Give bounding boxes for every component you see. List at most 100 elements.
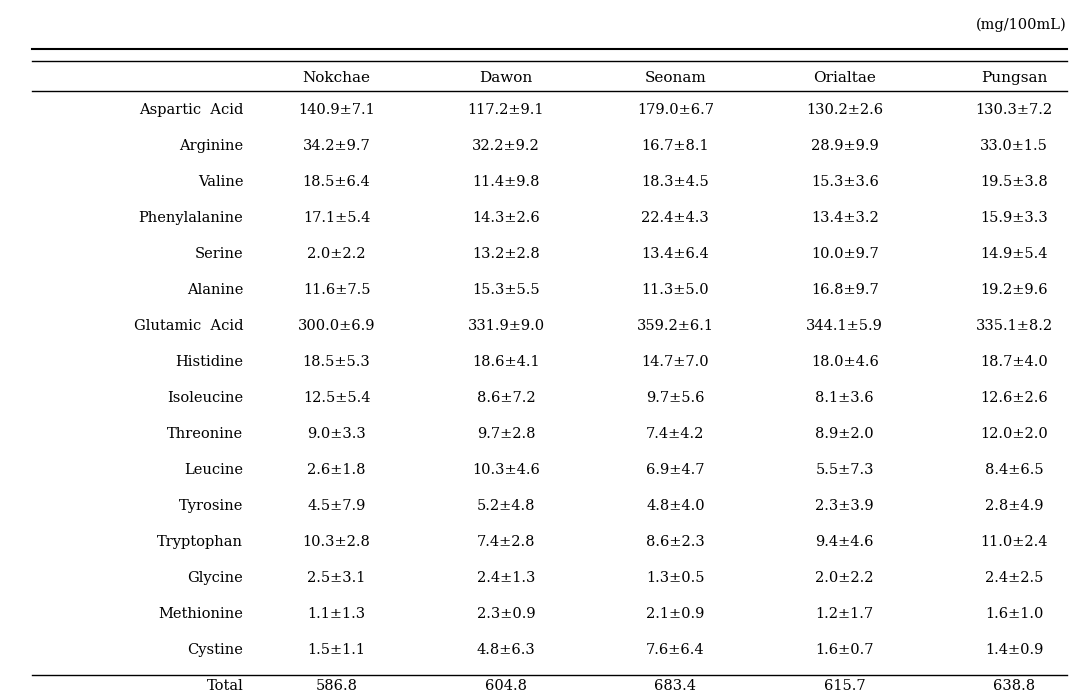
Text: 32.2±9.2: 32.2±9.2 [472,139,540,152]
Text: 15.9±3.3: 15.9±3.3 [980,211,1048,225]
Text: 14.9±5.4: 14.9±5.4 [981,247,1047,261]
Text: Alanine: Alanine [187,283,243,297]
Text: 13.2±2.8: 13.2±2.8 [472,247,540,261]
Text: 22.4±4.3: 22.4±4.3 [641,211,710,225]
Text: 2.6±1.8: 2.6±1.8 [308,463,366,477]
Text: 1.6±0.7: 1.6±0.7 [816,643,874,657]
Text: 117.2±9.1: 117.2±9.1 [467,103,545,116]
Text: 8.1±3.6: 8.1±3.6 [816,391,874,405]
Text: 2.0±2.2: 2.0±2.2 [816,571,874,585]
Text: 18.5±5.3: 18.5±5.3 [302,355,371,369]
Text: Cystine: Cystine [188,643,243,657]
Text: 18.3±4.5: 18.3±4.5 [641,175,710,188]
Text: 15.3±5.5: 15.3±5.5 [472,283,540,297]
Text: 2.3±0.9: 2.3±0.9 [477,607,535,621]
Text: Methionine: Methionine [159,607,243,621]
Text: 14.7±7.0: 14.7±7.0 [641,355,710,369]
Text: Total: Total [207,679,243,693]
Text: 331.9±9.0: 331.9±9.0 [467,319,545,333]
Text: 5.2±4.8: 5.2±4.8 [477,499,535,513]
Text: Leucine: Leucine [184,463,243,477]
Text: Valine: Valine [198,175,243,188]
Text: Histidine: Histidine [176,355,243,369]
Text: 11.4±9.8: 11.4±9.8 [473,175,539,188]
Text: 2.3±3.9: 2.3±3.9 [816,499,874,513]
Text: Threonine: Threonine [167,427,243,441]
Text: Aspartic  Acid: Aspartic Acid [139,103,243,116]
Text: 18.5±6.4: 18.5±6.4 [302,175,371,188]
Text: 5.5±7.3: 5.5±7.3 [816,463,874,477]
Text: Arginine: Arginine [179,139,243,152]
Text: 2.0±2.2: 2.0±2.2 [308,247,366,261]
Text: 7.4±2.8: 7.4±2.8 [477,535,535,549]
Text: 335.1±8.2: 335.1±8.2 [976,319,1053,333]
Text: 300.0±6.9: 300.0±6.9 [298,319,375,333]
Text: 615.7: 615.7 [824,679,865,693]
Text: 15.3±3.6: 15.3±3.6 [810,175,879,188]
Text: 16.7±8.1: 16.7±8.1 [641,139,710,152]
Text: 18.0±4.6: 18.0±4.6 [810,355,879,369]
Text: 9.7±2.8: 9.7±2.8 [477,427,535,441]
Text: 8.6±2.3: 8.6±2.3 [646,535,704,549]
Text: Nokchae: Nokchae [302,71,371,85]
Text: Tryptophan: Tryptophan [158,535,243,549]
Text: (mg/100mL): (mg/100mL) [976,17,1067,32]
Text: Pungsan: Pungsan [981,71,1047,85]
Text: 2.4±1.3: 2.4±1.3 [477,571,535,585]
Text: 586.8: 586.8 [315,679,358,693]
Text: 10.3±2.8: 10.3±2.8 [302,535,371,549]
Text: 4.8±6.3: 4.8±6.3 [477,643,535,657]
Text: 12.0±2.0: 12.0±2.0 [980,427,1048,441]
Text: 4.8±4.0: 4.8±4.0 [646,499,704,513]
Text: 179.0±6.7: 179.0±6.7 [637,103,714,116]
Text: Serine: Serine [195,247,243,261]
Text: 9.7±5.6: 9.7±5.6 [646,391,704,405]
Text: 33.0±1.5: 33.0±1.5 [980,139,1048,152]
Text: 8.4±6.5: 8.4±6.5 [985,463,1043,477]
Text: 10.0±9.7: 10.0±9.7 [810,247,879,261]
Text: 1.4±0.9: 1.4±0.9 [985,643,1043,657]
Text: 344.1±5.9: 344.1±5.9 [806,319,883,333]
Text: 4.5±7.9: 4.5±7.9 [308,499,366,513]
Text: 130.2±2.6: 130.2±2.6 [806,103,883,116]
Text: 1.6±1.0: 1.6±1.0 [985,607,1043,621]
Text: 9.4±4.6: 9.4±4.6 [816,535,874,549]
Text: 7.6±6.4: 7.6±6.4 [646,643,704,657]
Text: Orialtae: Orialtae [814,71,876,85]
Text: 1.5±1.1: 1.5±1.1 [308,643,366,657]
Text: 2.5±3.1: 2.5±3.1 [308,571,366,585]
Text: 638.8: 638.8 [993,679,1036,693]
Text: 11.6±7.5: 11.6±7.5 [303,283,370,297]
Text: 130.3±7.2: 130.3±7.2 [976,103,1053,116]
Text: 13.4±6.4: 13.4±6.4 [641,247,710,261]
Text: 13.4±3.2: 13.4±3.2 [810,211,879,225]
Text: 14.3±2.6: 14.3±2.6 [472,211,540,225]
Text: 28.9±9.9: 28.9±9.9 [810,139,879,152]
Text: 11.0±2.4: 11.0±2.4 [981,535,1047,549]
Text: 34.2±9.7: 34.2±9.7 [302,139,371,152]
Text: 2.1±0.9: 2.1±0.9 [646,607,704,621]
Text: 1.3±0.5: 1.3±0.5 [646,571,704,585]
Text: 6.9±4.7: 6.9±4.7 [646,463,704,477]
Text: 12.5±5.4: 12.5±5.4 [303,391,370,405]
Text: 7.4±4.2: 7.4±4.2 [646,427,704,441]
Text: 9.0±3.3: 9.0±3.3 [308,427,366,441]
Text: 16.8±9.7: 16.8±9.7 [810,283,879,297]
Text: 18.7±4.0: 18.7±4.0 [980,355,1048,369]
Text: Isoleucine: Isoleucine [167,391,243,405]
Text: 19.2±9.6: 19.2±9.6 [980,283,1048,297]
Text: 683.4: 683.4 [654,679,697,693]
Text: 19.5±3.8: 19.5±3.8 [980,175,1048,188]
Text: 2.4±2.5: 2.4±2.5 [985,571,1043,585]
Text: 1.2±1.7: 1.2±1.7 [816,607,874,621]
Text: Seonam: Seonam [644,71,706,85]
Text: 8.9±2.0: 8.9±2.0 [816,427,874,441]
Text: 8.6±7.2: 8.6±7.2 [477,391,535,405]
Text: 140.9±7.1: 140.9±7.1 [298,103,375,116]
Text: 11.3±5.0: 11.3±5.0 [641,283,710,297]
Text: 1.1±1.3: 1.1±1.3 [308,607,366,621]
Text: Glycine: Glycine [188,571,243,585]
Text: 12.6±2.6: 12.6±2.6 [980,391,1048,405]
Text: Glutamic  Acid: Glutamic Acid [134,319,243,333]
Text: 359.2±6.1: 359.2±6.1 [637,319,714,333]
